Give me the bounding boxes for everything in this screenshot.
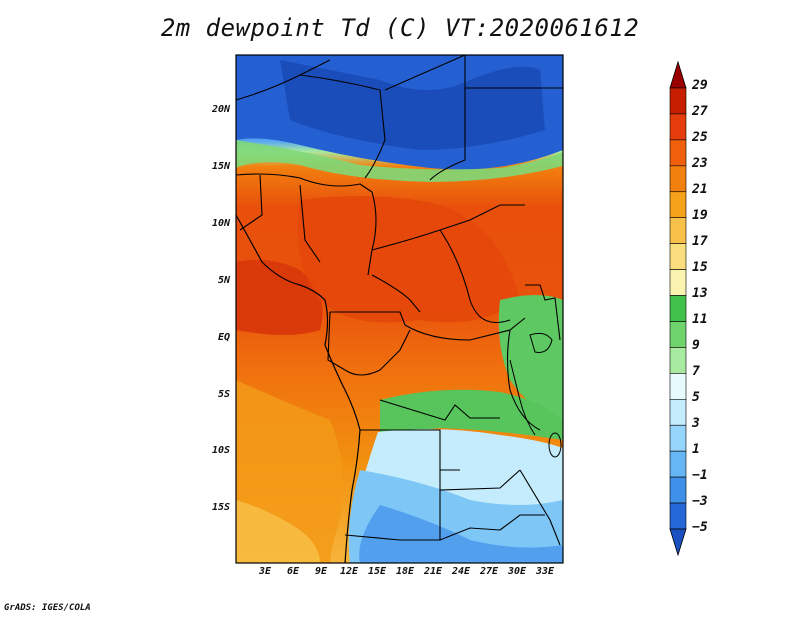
- colorbar-label-neg3: −3: [692, 494, 708, 509]
- lat-label-20n: 20N: [211, 104, 230, 115]
- grads-credit: GrADS: IGES/COLA: [4, 603, 91, 613]
- colorbar-segment: [669, 295, 687, 322]
- colorbar-label-9: 9: [692, 338, 700, 353]
- lon-label-15e: 15E: [367, 566, 387, 577]
- lon-label-18e: 18E: [395, 566, 415, 577]
- colorbar-label-19: 19: [692, 208, 708, 223]
- colorbar-segment: [669, 398, 687, 426]
- colorbar-label-23: 23: [692, 156, 708, 171]
- lat-label-10n: 10N: [211, 218, 230, 229]
- colorbar-label-21: 21: [692, 182, 708, 197]
- colorbar-segment: [669, 139, 687, 167]
- country-borders: [235, 54, 563, 546]
- colorbar-label-7: 7: [692, 364, 700, 379]
- colorbar-label-25: 25: [692, 130, 708, 145]
- map-frame: [235, 54, 564, 564]
- colorbar-segment: [669, 476, 687, 504]
- lat-label-15n: 15N: [211, 161, 230, 172]
- lakes: [509, 332, 562, 458]
- map-title: 2m dewpoint Td (C) VT:2020061612: [160, 14, 640, 42]
- colorbar-segment: [669, 165, 687, 193]
- colorbar-label-11: 11: [692, 312, 708, 327]
- colorbar-label-3: 3: [692, 416, 700, 431]
- lon-label-9e: 9E: [314, 566, 328, 577]
- colorbar-label-27: 27: [692, 104, 708, 119]
- colorbar-segment: [669, 87, 687, 115]
- lon-label-21e: 21E: [423, 566, 443, 577]
- colorbar-label-13: 13: [692, 286, 708, 301]
- colorbar-label-1: 1: [692, 442, 700, 457]
- colorbar-bottom-arrow: [669, 528, 687, 557]
- lat-label-15s: 15S: [211, 502, 230, 513]
- lat-label-eq: EQ: [217, 332, 230, 343]
- lat-label-5n: 5N: [217, 275, 230, 286]
- colorbar-segment: [669, 450, 687, 478]
- colorbar: [669, 60, 687, 557]
- colorbar-label-17: 17: [692, 234, 708, 249]
- colorbar-label-5: 5: [692, 390, 700, 405]
- colorbar-segment: [669, 191, 687, 219]
- colorbar-segment: [669, 424, 687, 452]
- lon-label-33e: 33E: [535, 566, 555, 577]
- colorbar-segment: [669, 502, 687, 530]
- lon-label-27e: 27E: [479, 566, 499, 577]
- colorbar-top-arrow: [669, 60, 687, 89]
- colorbar-label-neg1: −1: [692, 468, 708, 483]
- colorbar-segment: [669, 243, 687, 270]
- coastline: [235, 214, 361, 564]
- colorbar-segment: [669, 373, 687, 400]
- colorbar-label-neg5: −5: [692, 520, 708, 535]
- map-field: [236, 55, 563, 563]
- colorbar-segment: [669, 113, 687, 141]
- lon-label-12e: 12E: [339, 566, 359, 577]
- lat-label-5s: 5S: [217, 389, 230, 400]
- colorbar-segment: [669, 347, 687, 374]
- lat-label-10s: 10S: [211, 445, 230, 456]
- colorbar-segment: [669, 321, 687, 348]
- colorbar-segment: [669, 217, 687, 244]
- colorbar-label-15: 15: [692, 260, 708, 275]
- colorbar-segment: [669, 269, 687, 296]
- lon-label-30e: 30E: [507, 566, 527, 577]
- lon-label-3e: 3E: [258, 566, 272, 577]
- lon-label-6e: 6E: [286, 566, 300, 577]
- colorbar-label-29: 29: [692, 78, 708, 93]
- lon-label-24e: 24E: [451, 566, 471, 577]
